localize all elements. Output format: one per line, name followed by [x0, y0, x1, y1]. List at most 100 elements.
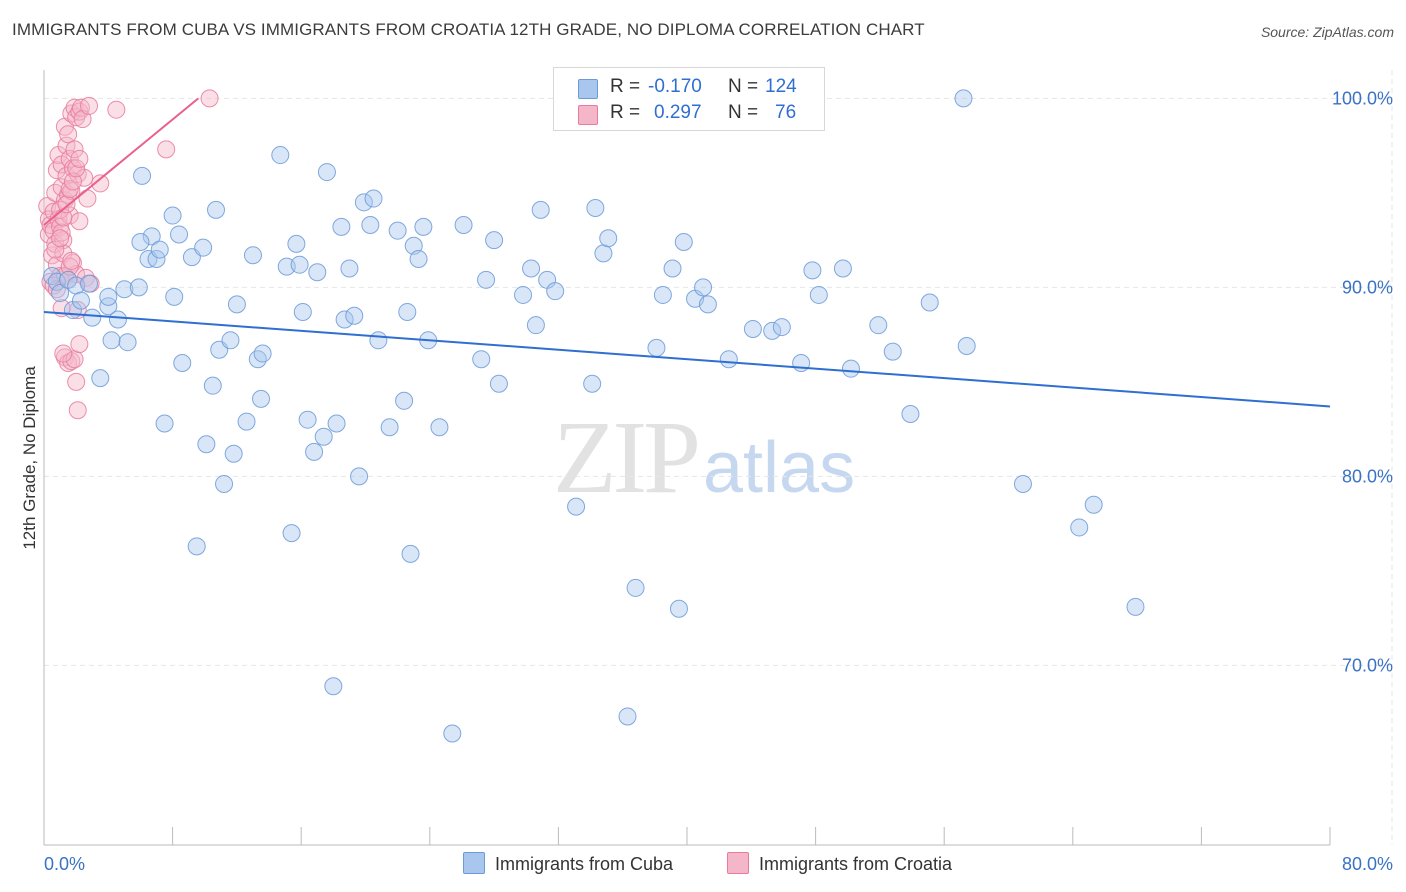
croatia-point: [200, 89, 219, 108]
cuba-point: [477, 270, 496, 289]
cuba-point: [129, 278, 148, 297]
y-tick-label: 100.0%: [1332, 88, 1393, 108]
cuba-point: [869, 316, 888, 335]
croatia-point: [54, 344, 73, 363]
legend-r-value: 0.297: [654, 102, 702, 123]
cuba-point: [282, 524, 301, 543]
croatia-point: [70, 335, 89, 354]
cuba-point: [305, 442, 324, 461]
cuba-point: [763, 321, 782, 340]
cuba-point: [957, 336, 976, 355]
cuba-point: [1126, 597, 1145, 616]
croatia-point: [60, 149, 79, 168]
croatia-points: [38, 89, 219, 420]
croatia-swatch: [578, 105, 598, 125]
cuba-point: [102, 331, 121, 350]
croatia-point: [80, 96, 99, 115]
cuba-point: [108, 310, 127, 329]
legend-n-label: N =: [728, 76, 759, 97]
croatia-point: [157, 140, 176, 159]
cuba-point: [567, 497, 586, 516]
cuba-point: [361, 216, 380, 234]
grid-lines: [44, 70, 1393, 845]
legend-r-label: R =: [610, 76, 641, 97]
cuba-point: [131, 233, 150, 252]
croatia-point: [91, 174, 110, 193]
cuba-point: [83, 308, 102, 327]
croatia-point: [62, 251, 81, 270]
legend-croatia-label: Immigrants from Croatia: [759, 854, 953, 874]
cuba-point: [243, 246, 262, 265]
cuba-point: [350, 467, 369, 486]
cuba-point: [485, 231, 504, 250]
cuba-point: [618, 707, 637, 726]
cuba-point: [901, 405, 920, 424]
cuba-point: [380, 418, 399, 437]
croatia-point: [51, 229, 70, 248]
legend-item-cuba: Immigrants from Cuba: [463, 852, 673, 875]
cuba-point: [364, 189, 383, 208]
watermark-zip: ZIP: [553, 400, 701, 515]
cuba-point: [271, 146, 290, 165]
cuba-point: [369, 331, 388, 350]
cuba-point: [118, 333, 137, 352]
cuba-point: [215, 474, 234, 493]
x-tick-label: 80.0%: [1342, 854, 1393, 874]
cuba-point: [327, 414, 346, 433]
croatia-swatch: [727, 852, 749, 874]
croatia-point: [43, 246, 62, 265]
croatia-point: [70, 212, 89, 231]
cuba-point: [224, 444, 243, 463]
axes: [43, 70, 1331, 846]
cuba-point: [1070, 518, 1089, 537]
cuba-point: [430, 418, 449, 437]
trend-lines: [43, 97, 1331, 408]
cuba-point: [308, 263, 327, 282]
cuba-point: [920, 293, 939, 312]
cuba-point: [335, 310, 354, 329]
cuba-point: [841, 359, 860, 378]
cuba-point: [833, 259, 852, 278]
cuba-point: [91, 369, 110, 388]
cuba-point: [803, 261, 822, 280]
croatia-point: [60, 206, 79, 225]
cuba-point: [253, 344, 272, 363]
cuba-point: [883, 342, 902, 361]
cuba-point: [150, 240, 169, 259]
source-credit: Source: ZipAtlas.com: [1260, 24, 1394, 40]
watermark: ZIPatlas: [553, 398, 855, 517]
cuba-point: [409, 250, 428, 269]
cuba-point: [669, 599, 688, 618]
croatia-point: [63, 172, 82, 191]
cuba-point: [147, 250, 166, 269]
cuba-point: [324, 677, 343, 696]
cuba-point: [522, 259, 541, 278]
cuba-point: [599, 229, 618, 248]
cuba-point: [954, 89, 973, 108]
cuba-point: [663, 259, 682, 278]
cuba-trend-line: [43, 310, 1331, 408]
cuba-point: [395, 391, 414, 410]
croatia-point: [76, 268, 95, 287]
cuba-point: [586, 198, 605, 217]
cuba-point: [388, 221, 407, 240]
legend-n-value: 124: [765, 76, 797, 97]
croatia-point: [68, 401, 87, 420]
cuba-point: [472, 350, 491, 369]
cuba-point: [221, 331, 240, 350]
cuba-point: [514, 285, 533, 304]
cuba-point: [531, 200, 550, 219]
chart-title: IMMIGRANTS FROM CUBA VS IMMIGRANTS FROM …: [12, 20, 925, 39]
cuba-point: [142, 227, 161, 246]
cuba-point: [133, 166, 152, 185]
croatia-point: [107, 100, 126, 119]
cuba-point: [626, 578, 645, 597]
cuba-point: [401, 544, 420, 563]
cuba-points: [43, 89, 1145, 743]
legend-n-value: 76: [775, 102, 797, 123]
y-tick-label: 90.0%: [1342, 277, 1393, 297]
cuba-point: [546, 282, 565, 301]
cuba-point: [314, 427, 333, 446]
croatia-trend-line: [43, 97, 199, 226]
